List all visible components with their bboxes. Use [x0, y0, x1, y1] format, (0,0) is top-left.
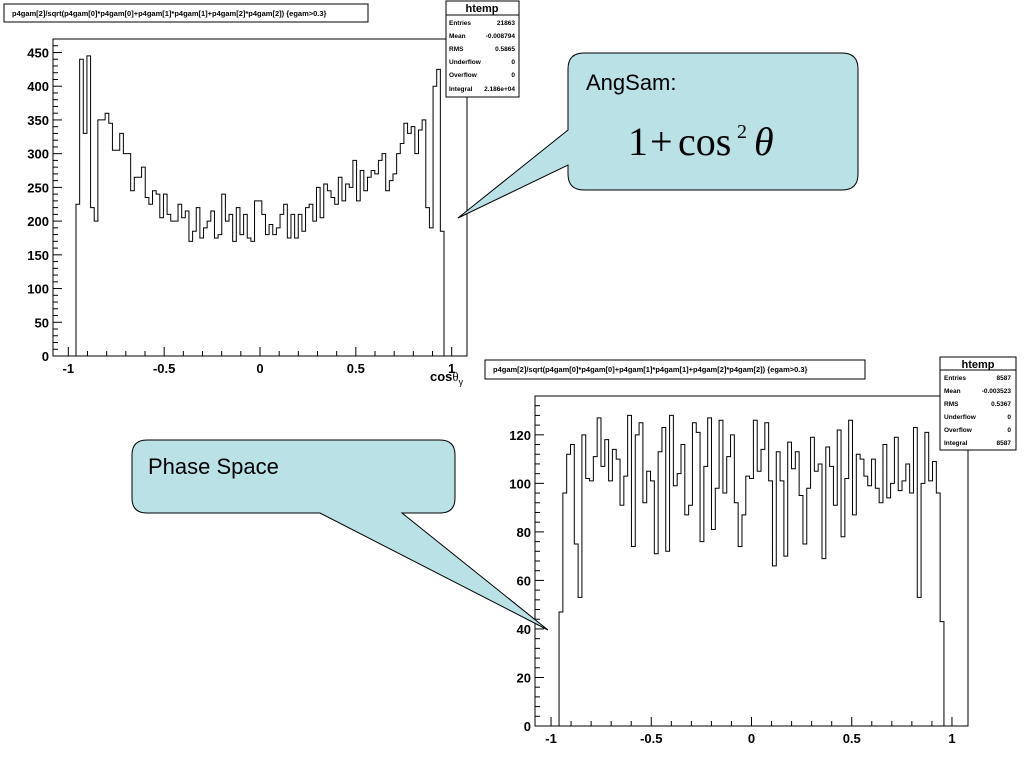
stats-underflow-label: Underflow: [944, 414, 977, 421]
histogram-top: p4gam[2]/sqrt(p4gam[0]*p4gam[0]+p4gam[1]…: [3, 0, 520, 387]
x-tick-label: -1: [63, 361, 75, 376]
y-tick-label: 150: [27, 248, 49, 263]
title-box-bottom: [484, 359, 866, 380]
stats-integral-value: 8587: [997, 440, 1012, 447]
y-tick-label: 0: [42, 349, 49, 364]
x-tick-label: 0: [748, 731, 755, 746]
x-tick-label: -1: [545, 731, 557, 746]
y-tick-label: 80: [517, 525, 531, 540]
plot-frame-top: [52, 38, 468, 357]
formula-cos: cos: [678, 119, 731, 164]
stats-entries-label: Entries: [944, 375, 966, 382]
stats-overflow-label: Overflow: [944, 427, 973, 434]
stats-rms-label: RMS: [449, 46, 464, 53]
y-axis-top: 0 50 100 150 200 250 300 350 400 450: [27, 38, 62, 364]
stats-overflow-value: 0: [511, 72, 515, 79]
y-tick-label: 250: [27, 180, 49, 195]
x-tick-label: -0.5: [640, 731, 662, 746]
stats-rms-value: 0.5865: [495, 46, 515, 53]
stats-underflow-label: Underflow: [449, 59, 482, 66]
stats-integral-value: 2.186e+04: [484, 86, 515, 93]
x-axis-bottom: -1 -0.5 0 0.5 1: [545, 717, 956, 746]
formula-theta: θ: [754, 119, 774, 164]
stats-integral-label: Integral: [449, 86, 473, 93]
stats-mean-label: Mean: [449, 33, 466, 40]
stats-box-bottom: htemp Entries 8587 Mean -0.003523 RMS 0.…: [939, 356, 1017, 451]
histogram-bottom: p4gam[2]/sqrt(p4gam[0]*p4gam[0]+p4gam[1]…: [484, 356, 1017, 746]
formula-one: 1: [628, 119, 648, 164]
formula-plus: +: [650, 119, 673, 164]
stats-entries-value: 21863: [497, 20, 515, 27]
callout-phase-bubble: [131, 439, 549, 631]
x-axis-label-top: cosθγ: [430, 369, 464, 387]
y-tick-label: 100: [27, 282, 49, 297]
histogram-line-top: [75, 55, 445, 356]
x-tick-label: 1: [948, 731, 955, 746]
y-tick-label: 50: [35, 315, 49, 330]
stats-overflow-value: 0: [1007, 427, 1011, 434]
y-tick-label: 400: [27, 79, 49, 94]
y-tick-label: 0: [524, 719, 531, 734]
stats-rms-label: RMS: [944, 401, 959, 408]
stats-entries-label: Entries: [449, 20, 471, 27]
stats-overflow-label: Overflow: [449, 72, 478, 79]
stats-mean-label: Mean: [944, 388, 961, 395]
x-tick-label: 1: [448, 361, 455, 376]
plot-frame-bottom: [534, 395, 969, 727]
stats-underflow-value: 0: [1007, 414, 1011, 421]
stats-entries-value: 8587: [997, 375, 1012, 382]
x-tick-label: 0.5: [843, 731, 861, 746]
callout-phase-label: Phase Space: [148, 454, 279, 479]
histogram-line-bottom: [558, 414, 945, 726]
y-tick-label: 100: [509, 476, 531, 491]
title-bottom: p4gam[2]/sqrt(p4gam[0]*p4gam[0]+p4gam[1]…: [493, 365, 808, 374]
y-tick-label: 60: [517, 573, 531, 588]
x-tick-label: -0.5: [153, 361, 175, 376]
formula-angsam: 1 + cos 2 θ: [628, 119, 774, 164]
formula-exponent: 2: [737, 121, 747, 143]
title-top: p4gam[2]/sqrt(p4gam[0]*p4gam[0]+p4gam[1]…: [12, 9, 327, 18]
stats-rms-value: 0.5367: [991, 401, 1011, 408]
y-tick-label: 40: [517, 622, 531, 637]
stats-integral-label: Integral: [944, 440, 968, 447]
stats-title: htemp: [466, 3, 499, 15]
y-tick-label: 120: [509, 428, 531, 443]
x-tick-label: 0: [256, 361, 263, 376]
y-tick-label: 20: [517, 670, 531, 685]
stats-mean-value: -0.008794: [486, 33, 516, 40]
y-axis-bottom: 0 20 40 60 80 100 120: [509, 395, 544, 734]
y-tick-label: 200: [27, 214, 49, 229]
x-axis-top: -1 -0.5 0 0.5 1: [63, 347, 455, 376]
stats-box-frame: [939, 356, 1017, 451]
callout-phase-space: Phase Space: [131, 439, 549, 631]
title-box-top: [3, 3, 369, 23]
stats-underflow-value: 0: [511, 59, 515, 66]
callout-angsam: AngSam: 1 + cos 2 θ: [457, 52, 859, 219]
callout-angsam-label: AngSam:: [586, 70, 677, 95]
x-tick-label: 0.5: [347, 361, 365, 376]
y-tick-label: 450: [27, 45, 49, 60]
stats-mean-value: -0.003523: [982, 388, 1012, 395]
stats-box-top: htemp Entries 21863 Mean -0.008794 RMS 0…: [445, 0, 520, 98]
y-tick-label: 300: [27, 147, 49, 162]
y-tick-label: 350: [27, 113, 49, 128]
stats-title: htemp: [962, 359, 995, 371]
stats-box-frame: [445, 0, 520, 98]
callout-angsam-bubble: [457, 52, 859, 219]
